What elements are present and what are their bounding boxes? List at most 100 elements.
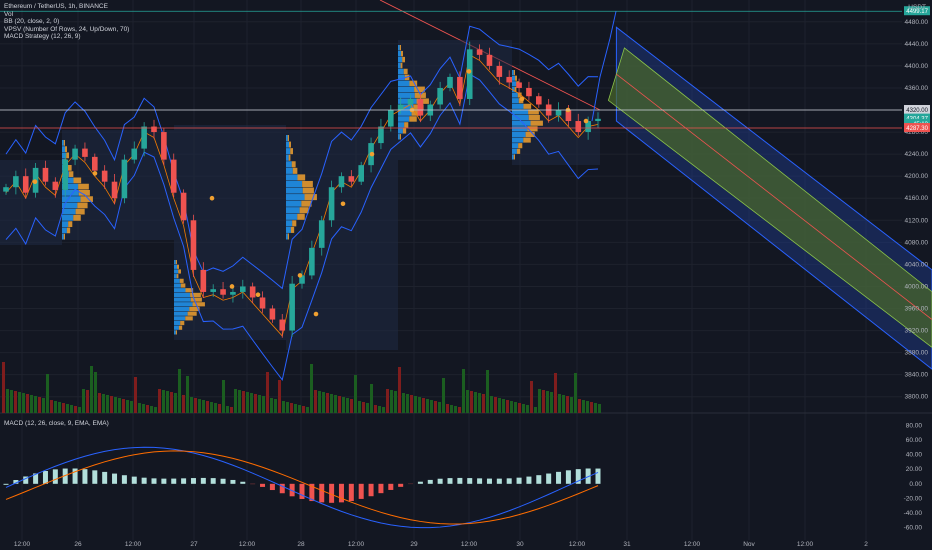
macd-histogram <box>121 475 127 484</box>
candle-body <box>259 297 266 309</box>
profile-bar-up <box>398 92 415 98</box>
candle-body <box>101 170 108 182</box>
volume-bar <box>278 380 281 413</box>
volume-bar <box>202 400 205 413</box>
profile-bar-up <box>398 98 417 104</box>
profile-bar-down <box>302 180 313 187</box>
price-label-box <box>904 105 930 115</box>
volume-bar <box>282 401 285 413</box>
volume-bar <box>178 369 181 413</box>
volume-bar <box>170 392 173 413</box>
macd-histogram <box>82 469 88 484</box>
profile-bar-up <box>398 45 400 51</box>
price-axis[interactable]: 4480.00 4440.00 4400.00 4360.00 4320.00 4280.… <box>904 6 930 401</box>
profile-bar-down <box>80 196 93 202</box>
signal-dot <box>229 284 235 289</box>
volume-bar <box>374 405 377 413</box>
volume-bar <box>206 401 209 413</box>
volume-bar <box>382 407 385 413</box>
profile-bar-up <box>286 141 289 148</box>
price-tick: 4240.00 <box>905 151 929 158</box>
profile-bar-down <box>414 86 425 92</box>
candle-body <box>526 87 532 97</box>
candle-body <box>180 192 187 221</box>
volume-bar <box>350 399 353 413</box>
indicator-legend: Ethereum / TetherUS, 1h, BINANCE Vol BB … <box>4 3 129 41</box>
symbol-title[interactable]: Ethereum / TetherUS, 1h, BINANCE <box>4 3 108 10</box>
macd-histogram <box>260 483 266 487</box>
volume-bar <box>342 397 345 413</box>
volume-bar <box>286 402 289 413</box>
volume-bar <box>310 364 313 413</box>
candle-body <box>249 286 256 298</box>
price-tick: 3800.00 <box>905 394 929 401</box>
bb-label[interactable]: BB (20, close, 2, 0) <box>4 18 60 26</box>
macd-histogram <box>516 477 522 484</box>
macd-histogram <box>319 483 325 503</box>
volume-bar <box>126 400 129 413</box>
price-label: 4287.30 <box>906 126 928 132</box>
volume-bar <box>70 405 73 413</box>
macd-histogram <box>230 479 236 484</box>
signal-dot <box>32 179 38 184</box>
time-axis[interactable]: 12:00 26 12:00 27 12:00 28 12:00 29 12:00 30 12:00… <box>14 541 868 548</box>
candle-body <box>536 96 542 105</box>
profile-bar-down <box>290 226 295 233</box>
volume-bars <box>2 362 601 413</box>
price-tick: 4360.00 <box>905 85 929 92</box>
profile-bar-down <box>180 320 185 326</box>
profile-bar-down <box>179 278 184 283</box>
volume-bar <box>226 406 229 413</box>
macd-histogram <box>546 473 552 484</box>
profile-bar-down <box>77 202 88 209</box>
price-tick: 4480.00 <box>905 19 929 26</box>
profile-bar-down <box>63 233 65 240</box>
macd-histogram <box>102 471 108 484</box>
volume-bar <box>230 407 233 413</box>
macd-line <box>5 446 599 529</box>
price-tick: 4200.00 <box>905 173 929 180</box>
profile-bar-down <box>287 135 289 142</box>
volume-bar <box>254 394 257 413</box>
profile-bar-up <box>512 143 519 149</box>
volume-bar <box>50 400 53 413</box>
macd-strategy-label[interactable]: MACD Strategy (12, 26, 9) <box>4 33 81 41</box>
macd-histogram <box>3 483 9 485</box>
profile-bar-up <box>62 215 74 221</box>
volume-bar <box>562 395 565 413</box>
macd-histogram <box>92 470 98 484</box>
macd-histogram <box>151 478 157 484</box>
time-tick: 12:00 <box>684 541 701 548</box>
volume-bar <box>298 405 301 413</box>
time-tick: 31 <box>623 541 631 548</box>
volume-bar <box>394 391 397 413</box>
time-tick: 30 <box>516 541 524 548</box>
candle-body <box>496 65 503 77</box>
volume-bar <box>386 389 389 413</box>
currency-label[interactable]: USDT <box>908 4 926 11</box>
macd-histogram <box>13 480 19 484</box>
volume-bar <box>198 399 201 413</box>
profile-bar-up <box>174 330 176 335</box>
profile-bar-down <box>304 194 317 201</box>
macd-histogram <box>526 476 532 484</box>
macd-legend[interactable]: MACD (12, 26, close, 9, EMA, EMA) <box>4 420 109 427</box>
volume-bar <box>314 390 317 413</box>
macd-histogram <box>220 478 226 484</box>
macd-axis[interactable]: 80.00 60.00 40.00 20.00 0.00 -20.00 -40.00 -60.… <box>904 422 923 531</box>
profile-bar-up <box>398 68 404 75</box>
vpsv-label[interactable]: VPSV (Number Of Rows, 24, Up/Down, 70) <box>4 25 130 33</box>
volume-bar <box>354 375 357 413</box>
profile-bar-down <box>527 126 538 132</box>
time-tick: 2 <box>864 541 868 548</box>
vol-label[interactable]: Vol <box>4 10 14 18</box>
volume-bar <box>302 406 305 413</box>
macd-tick: 0.00 <box>909 481 922 488</box>
price-tick: 4280.00 <box>905 129 929 136</box>
profile-bar-up <box>398 110 412 116</box>
candle-body <box>121 159 128 199</box>
macd-histogram <box>279 483 285 494</box>
profile-bar-down <box>75 208 85 215</box>
profile-bar-down <box>402 128 407 134</box>
